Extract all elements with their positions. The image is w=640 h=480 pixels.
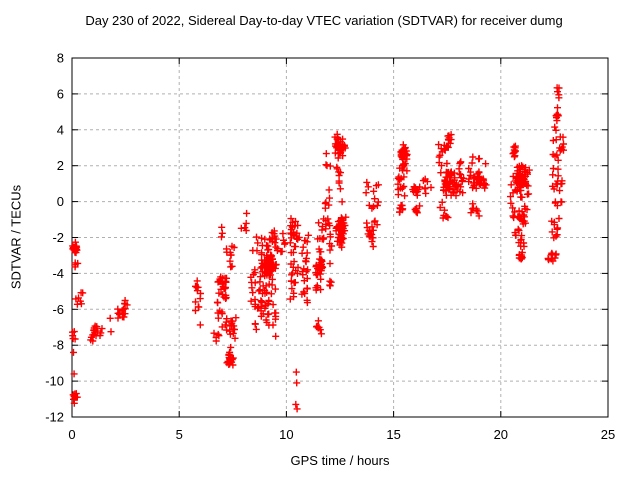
chart-title: Day 230 of 2022, Sidereal Day-to-day VTE… <box>85 13 563 28</box>
y-tick-label: 2 <box>57 158 64 173</box>
axis-ticks <box>71 57 609 418</box>
x-tick-label: 15 <box>386 427 400 442</box>
x-tick-label: 25 <box>601 427 615 442</box>
y-tick-label: -8 <box>52 338 64 353</box>
y-tick-label: -6 <box>52 302 64 317</box>
y-tick-label: 8 <box>57 51 64 66</box>
y-tick-label: 0 <box>57 194 64 209</box>
y-tick-label: -12 <box>45 410 64 425</box>
x-tick-labels: 0 5 10 15 20 25 <box>68 427 615 442</box>
y-tick-label: 4 <box>57 122 64 137</box>
x-tick-label: 0 <box>68 427 75 442</box>
y-axis-label: SDTVAR / TECUs <box>8 184 24 290</box>
x-axis-label: GPS time / hours <box>290 453 390 468</box>
y-tick-label: 6 <box>57 86 64 101</box>
y-tick-label: -10 <box>45 374 64 389</box>
x-tick-label: 20 <box>494 427 508 442</box>
y-tick-labels: 8 6 4 2 0 -2 -4 -6 -8 -10 -12 <box>45 51 64 425</box>
y-tick-label: -2 <box>52 230 64 245</box>
x-tick-label: 10 <box>279 427 293 442</box>
x-tick-label: 5 <box>176 427 183 442</box>
y-tick-label: -4 <box>52 266 64 281</box>
data-points <box>69 84 567 413</box>
